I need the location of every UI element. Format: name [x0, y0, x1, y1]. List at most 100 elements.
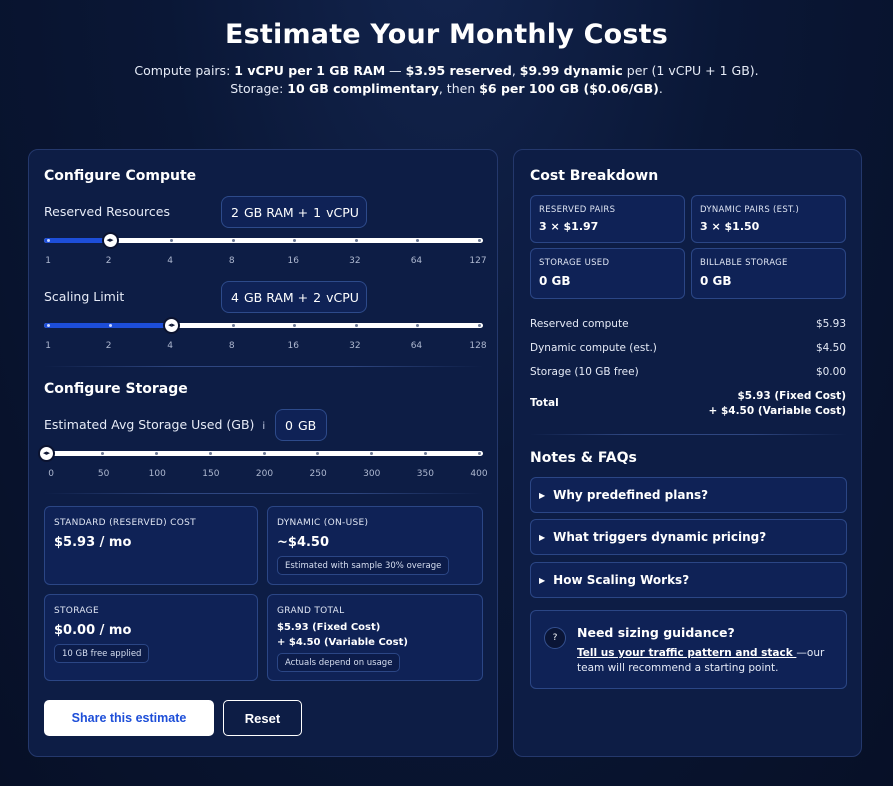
faq-dynamic-pricing[interactable]: ▶ What triggers dynamic pricing? [530, 519, 847, 555]
tile-value: 3 × $1.97 [539, 220, 599, 233]
storage-used-tile: STORAGE USED 0 GB [530, 248, 685, 299]
grand-total-variable: + $4.50 (Variable Cost) [277, 637, 408, 648]
scaling-limit-readout: 4 GB RAM + 2 vCPU [221, 281, 367, 313]
standard-cost-card: STANDARD (RESERVED) COST $5.93 / mo [44, 506, 258, 585]
slider-step-dot [478, 239, 481, 242]
expand-triangle-icon: ▶ [539, 490, 546, 500]
storage-slider[interactable]: ◂▸ [38, 445, 483, 462]
slider-step-dot [108, 324, 112, 327]
page-title: Estimate Your Monthly Costs [224, 19, 669, 50]
faq-label: Why predefined plans? [553, 488, 709, 502]
text: $9.99 dynamic [519, 63, 623, 78]
tick-label: 50 [97, 469, 110, 479]
tick-label: 100 [148, 469, 166, 479]
slider-step-dot [293, 324, 297, 327]
slider-step-dot [478, 452, 481, 455]
storage-value: 0 [285, 417, 293, 433]
scaling-ticks: 1 2 4 8 16 32 64 128 [44, 341, 487, 353]
breakdown-row-total: Total $5.93 (Fixed Cost) + $4.50 (Variab… [530, 390, 846, 420]
text: . [658, 81, 663, 96]
faq-scaling[interactable]: ▶ How Scaling Works? [530, 562, 847, 598]
slider-step-dot [316, 452, 320, 455]
cpu-value: 1 [313, 204, 322, 220]
divider [530, 434, 847, 435]
notes-heading: Notes & FAQs [530, 450, 637, 466]
tick-label: 250 [309, 469, 327, 479]
tick-label: 16 [287, 341, 300, 351]
text: $6 per 100 GB ($0.06/GB) [479, 81, 659, 96]
dynamic-pairs-tile: DYNAMIC PAIRS (EST.) 3 × $1.50 [691, 195, 846, 243]
tick-label: 300 [363, 469, 381, 479]
row-label: Storage (10 GB free) [530, 366, 639, 378]
slider-fill [44, 323, 171, 328]
tick-label: 64 [410, 341, 423, 351]
slider-thumb[interactable]: ◂▸ [163, 317, 181, 334]
tick-label: 32 [349, 341, 361, 351]
slider-step-dot [370, 452, 374, 455]
text: Compute pairs: [134, 63, 235, 78]
page-header: Estimate Your Monthly Costs Compute pair… [0, 18, 893, 98]
tile-value: 3 × $1.50 [700, 220, 760, 233]
slider-step-dot [47, 239, 50, 242]
text: , then [438, 81, 480, 96]
pricing-summary-compute: Compute pairs: 1 vCPU per 1 GB RAM — $3.… [0, 62, 893, 80]
compute-heading: Configure Compute [44, 168, 197, 184]
faq-predefined-plans[interactable]: ▶ Why predefined plans? [530, 477, 847, 513]
row-amount: $0.00 [815, 366, 846, 378]
faq-label: What triggers dynamic pricing? [553, 530, 767, 544]
tick-label: 16 [287, 256, 300, 266]
row-label: Dynamic compute (est.) [530, 342, 657, 354]
dynamic-cost-card: DYNAMIC (ON-USE) ~$4.50 Estimated with s… [267, 506, 483, 585]
ram-value: 2 [231, 204, 239, 220]
reserved-resources-label: Reserved Resources [44, 204, 170, 219]
tick-label: 0 [48, 469, 55, 479]
storage-readout: 0 GB [275, 409, 327, 441]
storage-cost-card: STORAGE $0.00 / mo 10 GB free applied [44, 594, 258, 681]
tick-label: 127 [469, 256, 487, 266]
ram-value: 4 [231, 289, 239, 305]
storage-cost-value: $0.00 / mo [54, 623, 132, 638]
tick-label: 128 [469, 341, 487, 351]
cpu-unit: vCPU [326, 204, 359, 220]
storage-heading: Configure Storage [44, 381, 188, 397]
breakdown-row-storage: Storage (10 GB free) $0.00 [530, 366, 846, 378]
tile-caption: BILLABLE STORAGE [700, 258, 788, 268]
cpu-unit: vCPU [326, 289, 359, 305]
reserved-resources-slider[interactable]: ◂▸ [44, 232, 483, 249]
share-estimate-button[interactable]: Share this estimate [44, 700, 214, 736]
reset-button[interactable]: Reset [223, 700, 302, 736]
tick-label: 1 [45, 256, 52, 266]
slider-step-dot [416, 324, 420, 327]
slider-step-dot [424, 452, 428, 455]
card-caption: STANDARD (RESERVED) COST [54, 518, 196, 528]
tick-label: 200 [255, 469, 274, 479]
scaling-limit-slider[interactable]: ◂▸ [44, 317, 483, 334]
slider-thumb[interactable]: ◂▸ [38, 445, 55, 462]
tick-label: 150 [202, 469, 220, 479]
slider-thumb[interactable]: ◂▸ [101, 232, 119, 249]
text: Storage: [230, 81, 288, 96]
expand-triangle-icon: ▶ [539, 575, 546, 585]
slider-step-dot [293, 239, 297, 242]
storage-ticks: 0 50 100 150 200 250 300 350 400 [47, 469, 487, 481]
info-icon[interactable]: i [262, 421, 266, 432]
tick-label: 4 [167, 341, 174, 351]
tick-label: 4 [167, 256, 174, 266]
tick-label: 8 [228, 256, 235, 266]
contact-link[interactable]: Tell us your traffic pattern and stack [577, 647, 797, 659]
slider-step-dot [231, 324, 235, 327]
text: 1 vCPU per 1 GB RAM [234, 63, 386, 78]
tile-value: 0 GB [700, 274, 732, 288]
slider-step-dot [154, 452, 158, 455]
row-label: Reserved compute [530, 318, 629, 330]
faq-label: How Scaling Works? [553, 573, 690, 587]
storage-label-text: Estimated Avg Storage Used (GB) [44, 417, 255, 432]
tick-label: 64 [410, 256, 423, 266]
ram-unit: GB RAM + [243, 204, 309, 220]
dynamic-note-chip: Estimated with sample 30% overage [277, 556, 450, 575]
slider-step-dot [354, 324, 358, 327]
slider-step-dot [231, 239, 235, 242]
card-caption: GRAND TOTAL [277, 606, 345, 616]
breakdown-row-reserved: Reserved compute $5.93 [530, 318, 846, 330]
slider-step-dot [100, 452, 104, 455]
